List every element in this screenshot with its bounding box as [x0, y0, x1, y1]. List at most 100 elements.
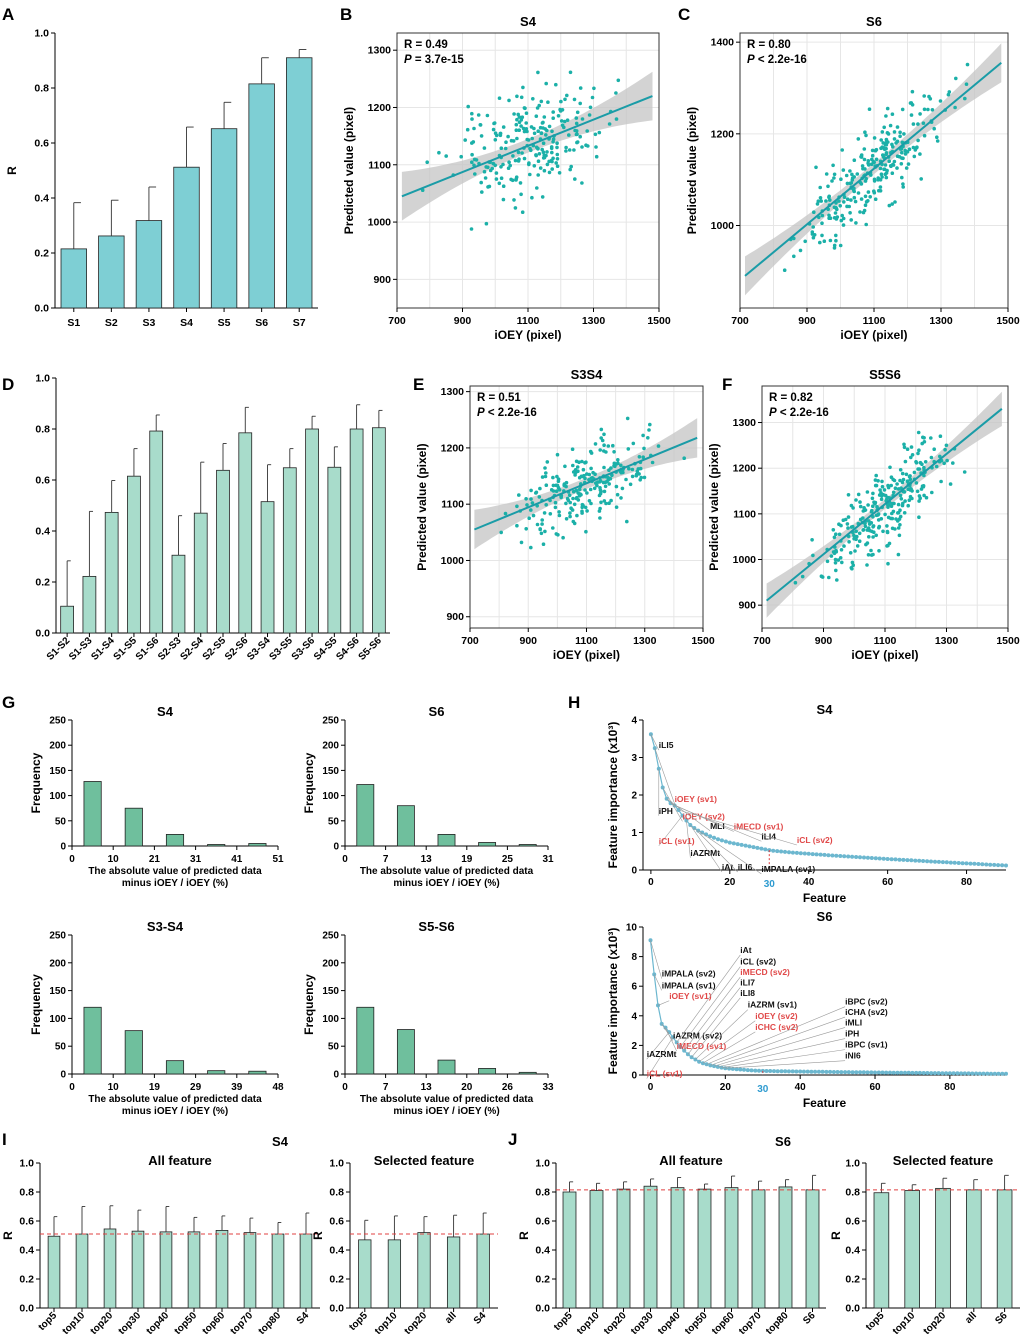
importance-point [775, 849, 780, 854]
data-point [619, 463, 623, 468]
chart-title: All feature [148, 1153, 212, 1168]
x-tick-label: S2-S5 [201, 635, 229, 663]
feature-label: iMPALA (sv1) [662, 980, 716, 990]
data-point [811, 553, 815, 558]
y-tick-label: 1.0 [535, 1158, 550, 1170]
importance-point [888, 1070, 892, 1075]
feature-label: iCL (sv1) [647, 1068, 683, 1078]
bar [60, 248, 87, 309]
data-point [871, 535, 875, 539]
importance-point [787, 850, 791, 855]
data-point [538, 527, 542, 532]
y-tick-label: 200 [49, 741, 66, 752]
data-point [845, 181, 850, 186]
data-point [884, 142, 889, 147]
x-tick-label: 19 [149, 1082, 161, 1093]
data-point [515, 504, 519, 509]
data-point [910, 89, 915, 94]
data-point [842, 544, 846, 548]
data-point [484, 221, 489, 226]
data-point [922, 133, 927, 138]
data-point [478, 123, 483, 127]
y-tick-label: 0.4 [535, 1245, 550, 1257]
annotation-leader [698, 830, 762, 875]
data-point [646, 436, 650, 440]
data-point [525, 137, 529, 142]
data-point [606, 444, 611, 448]
data-point [510, 178, 515, 183]
importance-point [956, 861, 961, 865]
data-point [555, 474, 559, 479]
data-point [819, 199, 823, 203]
x-tick-label: top40 [144, 1310, 171, 1337]
data-point [877, 493, 882, 497]
importance-point [734, 1067, 739, 1072]
data-point [588, 105, 593, 110]
data-point [470, 141, 474, 145]
data-point [607, 122, 612, 126]
data-point [846, 526, 850, 530]
data-point [539, 131, 544, 135]
data-point [612, 450, 616, 454]
data-point [584, 460, 588, 465]
y-tick-label: 0.8 [845, 1187, 860, 1199]
data-point [853, 199, 858, 204]
importance-point [951, 1071, 956, 1076]
data-point [544, 471, 548, 475]
x-axis-label: minus iOEY / iOEY (%) [122, 878, 228, 889]
data-point [902, 511, 907, 515]
data-point [879, 138, 883, 142]
x-axis-label: minus iOEY / iOEY (%) [122, 1106, 228, 1117]
importance-point [936, 859, 941, 864]
data-point [520, 210, 525, 214]
data-point [580, 181, 584, 185]
data-point [540, 195, 545, 199]
data-point [588, 487, 593, 492]
data-point [583, 476, 587, 481]
data-point [559, 119, 564, 123]
data-point [574, 470, 578, 475]
data-point [568, 167, 572, 172]
importance-point [813, 1069, 818, 1074]
y-tick-label: 0.4 [329, 1245, 344, 1257]
data-point [924, 495, 929, 500]
panel-d: 0.00.20.40.60.81.0S1-S2S1-S3S1-S4S1-S5S1… [35, 373, 390, 663]
chart-title: S4 [520, 14, 537, 29]
y-axis-label: R [5, 166, 19, 175]
data-point [912, 154, 917, 159]
data-point [575, 513, 579, 518]
importance-point [786, 1069, 791, 1074]
data-point [859, 155, 863, 159]
data-point [892, 137, 897, 141]
x-tick-label: 0 [69, 854, 75, 865]
data-point [557, 510, 561, 514]
x-tick-label: top70 [737, 1310, 764, 1337]
data-point [877, 549, 881, 553]
x-tick-label: S4 [295, 1310, 312, 1327]
x-axis-label: Feature [803, 891, 847, 905]
data-point [553, 505, 558, 510]
data-point [848, 211, 852, 215]
y-tick-label: 0.0 [35, 628, 50, 640]
data-point [517, 115, 522, 119]
y-axis-label: Predicted value (pixel) [415, 443, 429, 570]
data-point [793, 580, 798, 585]
data-point [580, 145, 584, 149]
bar [149, 430, 164, 634]
annotation-leader [686, 820, 691, 858]
feature-label: iAZRM (sv1) [748, 1000, 797, 1010]
y-axis-label: R [1, 1231, 15, 1240]
feature-label: iAZRM (sv2) [673, 1031, 722, 1041]
data-point [514, 128, 519, 132]
importance-point [727, 1066, 732, 1071]
data-point [549, 145, 554, 149]
bar [75, 1233, 89, 1309]
feature-label: iCL (sv2) [797, 835, 833, 845]
data-point [567, 148, 572, 152]
bar [127, 475, 141, 634]
data-point [529, 545, 533, 550]
data-point [932, 126, 936, 131]
importance-point [816, 1069, 821, 1074]
data-point [918, 152, 922, 156]
data-point [583, 505, 588, 510]
